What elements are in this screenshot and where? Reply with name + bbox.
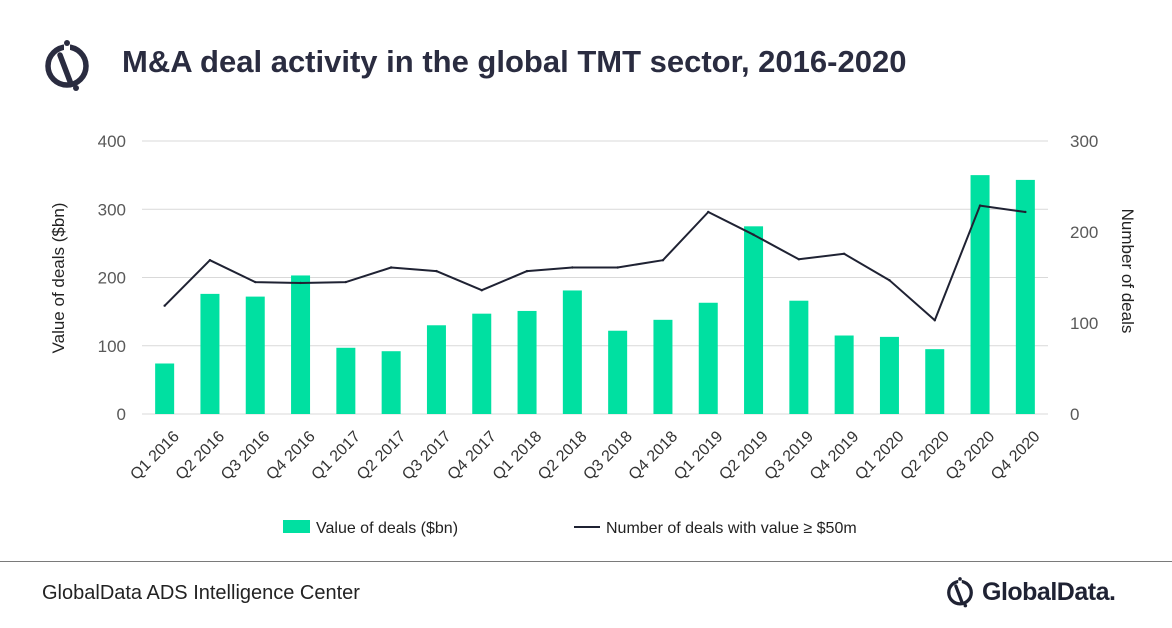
x-axis-tick-label: Q1 2016	[127, 428, 182, 483]
bar	[834, 335, 854, 414]
line-point	[797, 258, 801, 261]
bar	[336, 347, 356, 414]
globaldata-footer-icon	[947, 576, 973, 608]
y2-axis-tick-label: 100	[1070, 314, 1098, 333]
y-axis-tick-label: 100	[98, 337, 126, 356]
footer-brand-logo: GlobalData.	[944, 574, 1116, 610]
line-point	[752, 233, 755, 236]
globaldata-logo-icon	[45, 39, 89, 91]
line-series	[163, 204, 1026, 322]
x-axis-tick-label: Q2 2020	[898, 428, 953, 483]
bar	[472, 313, 492, 414]
line-point	[707, 210, 710, 214]
bar	[925, 349, 945, 414]
x-axis-tick-label: Q4 2017	[445, 428, 500, 483]
y-axis-tick-label: 0	[117, 405, 126, 424]
bar	[608, 330, 628, 414]
x-axis-tick-label: Q4 2018	[626, 428, 681, 483]
y2-axis-tick-label: 300	[1070, 132, 1098, 151]
legend-label-line: Number of deals with value ≥ $50m	[606, 520, 857, 537]
bar	[517, 310, 537, 414]
line-point	[163, 304, 166, 307]
line-point	[571, 266, 574, 269]
line-point	[661, 259, 665, 262]
bar	[562, 290, 582, 414]
bar	[970, 175, 990, 414]
x-axis-tick-label: Q3 2017	[399, 428, 454, 483]
bar	[879, 336, 899, 414]
bar	[1015, 179, 1035, 414]
y-axis-tick-label: 300	[98, 200, 126, 219]
bar	[155, 363, 175, 414]
x-axis-tick-label: Q1 2018	[490, 428, 545, 483]
footer-divider	[0, 561, 1172, 562]
bar	[200, 293, 220, 414]
bar	[381, 351, 401, 414]
y2-axis-tick-label: 0	[1070, 405, 1079, 424]
x-axis-tick-label: Q2 2019	[716, 428, 771, 483]
bar	[426, 325, 446, 414]
x-axis-tick-label: Q3 2016	[218, 428, 273, 483]
line-point	[525, 269, 529, 273]
line-point	[616, 266, 619, 269]
y-axis-title: Value of deals ($bn)	[49, 203, 68, 354]
x-axis-tick-label: Q3 2018	[580, 428, 635, 483]
x-axis-tick-label: Q2 2017	[354, 428, 409, 483]
y-axis-tick-label: 200	[98, 269, 126, 288]
line-point	[480, 289, 483, 292]
line-point	[435, 269, 438, 273]
line-point	[299, 281, 302, 285]
bar	[698, 302, 718, 414]
line-point	[254, 280, 257, 284]
chart-title: M&A deal activity in the global TMT sect…	[122, 44, 907, 79]
x-axis-tick-label: Q3 2020	[943, 428, 998, 483]
bar	[789, 300, 809, 414]
x-axis-tick-label: Q2 2018	[535, 428, 590, 483]
legend-label-bars: Value of deals ($bn)	[316, 520, 458, 537]
bar	[744, 226, 764, 414]
line-point	[1024, 210, 1027, 214]
line-point	[344, 280, 348, 284]
line-point	[208, 259, 212, 262]
x-axis-tick-label: Q1 2019	[671, 428, 726, 483]
x-axis-tick-label: Q4 2016	[263, 428, 318, 483]
footer-brand-text: GlobalData.	[982, 577, 1116, 606]
y-axis-tick-label: 400	[98, 132, 126, 151]
y2-axis-tick-label: 200	[1070, 223, 1098, 242]
line-point	[933, 319, 936, 322]
line-point	[389, 266, 393, 269]
x-axis-tick-label: Q3 2019	[762, 428, 817, 483]
bar	[653, 319, 673, 414]
line-point	[842, 252, 846, 256]
x-axis-tick-label: Q2 2016	[173, 428, 228, 483]
line-point	[978, 204, 982, 207]
y2-axis-title: Number of deals	[1118, 209, 1137, 334]
x-axis-tick-label: Q4 2020	[988, 428, 1043, 483]
bar	[291, 275, 311, 414]
line-point	[888, 279, 891, 282]
x-axis-tick-label: Q1 2020	[852, 428, 907, 483]
x-axis-tick-label: Q1 2017	[309, 428, 364, 483]
bar	[245, 296, 265, 414]
x-axis-tick-label: Q4 2019	[807, 428, 862, 483]
footer-source: GlobalData ADS Intelligence Center	[42, 582, 360, 604]
legend-swatch-bars	[283, 520, 310, 533]
